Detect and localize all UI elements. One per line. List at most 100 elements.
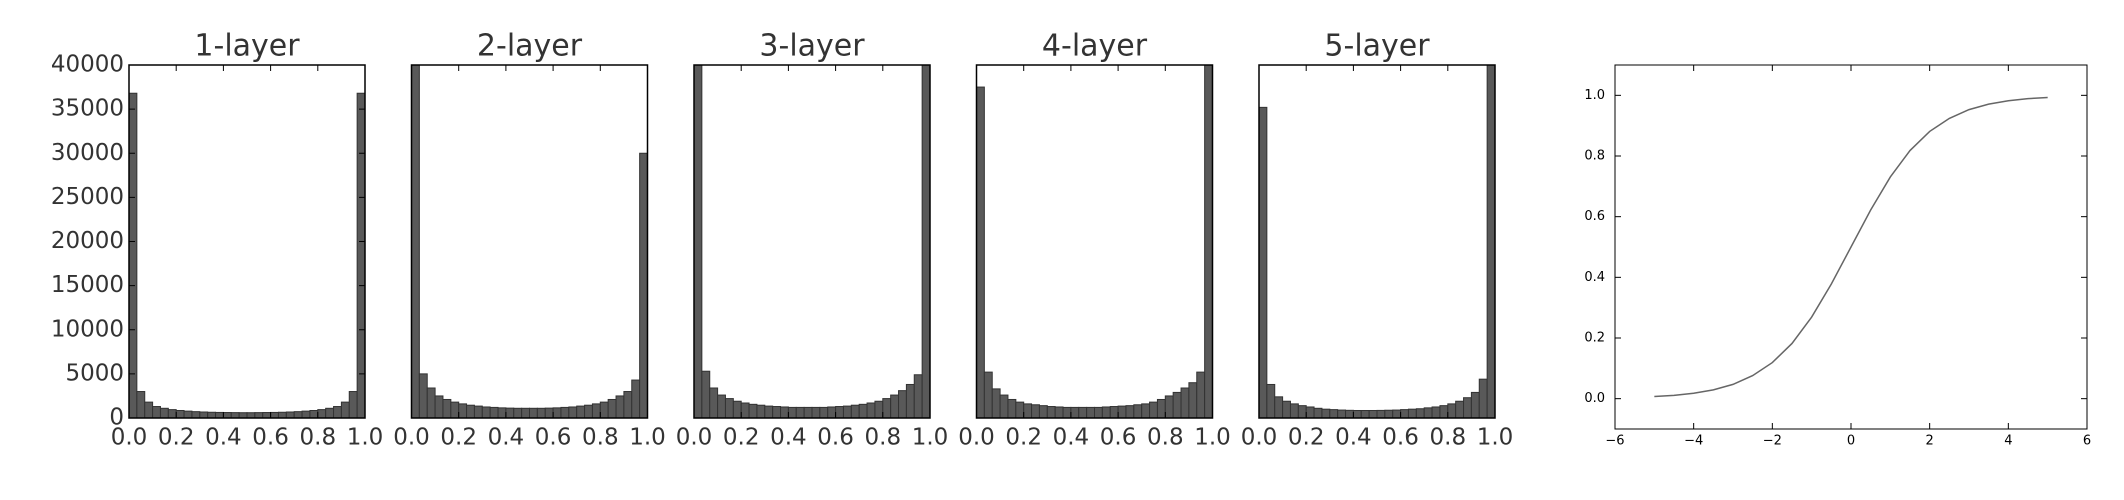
x-tick-label: −2 xyxy=(1763,434,1782,449)
bar xyxy=(293,411,303,418)
bar xyxy=(811,406,821,418)
bar xyxy=(1463,397,1472,418)
bar xyxy=(466,404,475,418)
x-tick-label: 0.2 xyxy=(723,425,760,451)
y-tick-label: 5000 xyxy=(65,360,124,386)
bar xyxy=(1337,409,1347,418)
bar xyxy=(1313,407,1323,418)
bar xyxy=(1204,65,1213,418)
bar xyxy=(497,407,507,418)
bar xyxy=(1031,404,1040,418)
bar xyxy=(740,402,750,418)
bar xyxy=(1141,403,1151,418)
bar xyxy=(913,374,923,418)
x-tick-label: 0.4 xyxy=(205,425,242,451)
bar xyxy=(795,406,805,418)
bars xyxy=(1259,65,1495,418)
x-tick-label: −6 xyxy=(1605,434,1624,449)
bar xyxy=(536,407,546,418)
bar xyxy=(560,406,570,418)
bar xyxy=(301,410,311,418)
bar xyxy=(1368,409,1378,418)
bar xyxy=(819,406,829,418)
x-tick-label: 2 xyxy=(1926,434,1934,449)
bar xyxy=(898,390,907,418)
bar xyxy=(473,405,483,418)
bar xyxy=(568,406,578,418)
bar xyxy=(905,383,915,418)
bar xyxy=(262,412,272,418)
bar xyxy=(1062,406,1072,418)
x-tick-label: 0.8 xyxy=(865,425,902,451)
bar xyxy=(772,406,782,418)
bar xyxy=(724,398,734,418)
bar xyxy=(529,407,538,418)
bar xyxy=(1109,406,1119,418)
bar xyxy=(615,395,625,418)
bar xyxy=(1297,405,1307,418)
x-tick-label: 0.4 xyxy=(1335,425,1372,451)
bar xyxy=(1392,409,1402,418)
y-tick-label: 15000 xyxy=(51,272,124,298)
bar xyxy=(222,412,232,418)
bar xyxy=(481,406,491,418)
bar xyxy=(238,412,248,418)
bar xyxy=(1407,408,1417,418)
y-tick-label: 40000 xyxy=(51,52,124,78)
x-tick-label: 1.0 xyxy=(1194,425,1231,451)
axes-frame xyxy=(128,64,366,419)
bar xyxy=(458,403,468,418)
x-tick-label: 0.4 xyxy=(488,425,525,451)
bars xyxy=(694,65,930,418)
bar xyxy=(1360,409,1370,418)
bar xyxy=(1180,387,1190,418)
bar xyxy=(1038,405,1048,418)
x-tick-label: 0.4 xyxy=(1053,425,1090,451)
bar xyxy=(1486,65,1495,418)
bar xyxy=(277,411,287,418)
x-tick-label: 0.2 xyxy=(440,425,477,451)
x-tick-label: 0.8 xyxy=(1147,425,1184,451)
bar xyxy=(434,395,444,418)
x-tick-label: 1.0 xyxy=(912,425,949,451)
bar xyxy=(505,407,515,418)
bar xyxy=(270,411,279,418)
bar xyxy=(309,409,319,418)
panel-title: 4-layer xyxy=(1042,29,1148,64)
x-tick-label: 0.0 xyxy=(958,425,995,451)
x-tick-label: 1.0 xyxy=(629,425,666,451)
bar xyxy=(787,406,797,418)
bar xyxy=(694,65,703,418)
bar xyxy=(317,409,327,418)
bar xyxy=(976,86,985,418)
panel-title: 2-layer xyxy=(477,29,583,64)
bar xyxy=(230,412,240,418)
bar xyxy=(254,412,264,418)
bar xyxy=(1478,378,1488,418)
bar xyxy=(1094,406,1103,418)
bar xyxy=(411,65,420,418)
bar xyxy=(489,406,499,418)
bar xyxy=(756,404,766,418)
bar xyxy=(246,412,256,418)
bar xyxy=(1023,403,1033,418)
bar xyxy=(576,405,586,418)
x-tick-label: 0.6 xyxy=(1100,425,1137,451)
bar xyxy=(1156,398,1166,418)
bar xyxy=(1015,401,1025,418)
bar xyxy=(631,379,641,418)
bar xyxy=(1415,408,1425,418)
axes-frame xyxy=(1258,64,1496,419)
bar xyxy=(584,404,593,418)
panel: 4-layer 0.0 0.2 0.4 0.6 0.8 1.0 xyxy=(958,29,1231,451)
bar xyxy=(1352,409,1362,418)
panel: 3-layer 0.0 0.2 0.4 0.6 0.8 1.0 xyxy=(676,29,949,451)
bar xyxy=(1070,406,1080,418)
bar xyxy=(1054,406,1064,418)
bar xyxy=(333,406,342,418)
bar xyxy=(1439,405,1449,418)
x-tick-label: 0.2 xyxy=(158,425,195,451)
bar xyxy=(1259,106,1268,418)
bar xyxy=(1117,405,1127,418)
panel-title: 1-layer xyxy=(194,29,300,64)
